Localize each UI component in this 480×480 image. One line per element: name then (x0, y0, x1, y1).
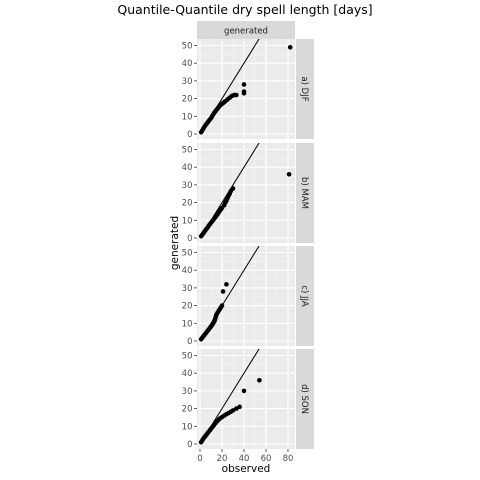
y-tick-label: 0 (187, 337, 192, 347)
facet-strip-label: c) JJA (299, 285, 309, 307)
y-tick-label: 20 (182, 95, 193, 105)
y-tick-label: 20 (182, 405, 193, 415)
x-tick-label: 40 (239, 454, 250, 464)
y-tick-label: 40 (182, 163, 193, 173)
data-point (220, 289, 226, 294)
data-point (230, 186, 236, 191)
y-axis-title: generated (169, 216, 181, 270)
y-tick-label: 30 (182, 387, 193, 397)
panel-content (198, 143, 292, 239)
y-tick-label: 50 (182, 249, 193, 259)
x-tick-label: 80 (283, 454, 294, 464)
y-tick-label: 50 (182, 42, 193, 52)
y-tick-label: 30 (182, 181, 193, 191)
facet-panel: 0 10 20 30 40 50 b) MAM (182, 143, 314, 244)
panel-background (197, 39, 295, 139)
panel-content (198, 246, 260, 342)
panel-content (198, 39, 293, 135)
y-tick-label: 50 (182, 352, 193, 362)
y-tick-label: 40 (182, 266, 193, 276)
data-point (287, 44, 293, 50)
facet-strip (296, 349, 314, 449)
facet-panel: 0 10 20 30 40 50 d) SON (182, 349, 314, 450)
facet-strip (296, 246, 314, 346)
y-tick-label: 0 (187, 130, 192, 140)
facet-panels: 0 10 20 30 40 50 a) DJF 0 10 20 30 40 50 b) MAM 0 10 20 3… (182, 39, 314, 450)
y-tick-label: 20 (182, 199, 193, 209)
x-tick-label: 20 (217, 454, 228, 464)
data-point (237, 404, 242, 410)
facet-panel: 0 10 20 30 40 50 a) DJF (182, 39, 314, 140)
facet-strip-label: d) SON (299, 384, 309, 414)
y-tick-label: 10 (182, 319, 193, 329)
facet-strip-label: b) MAM (299, 177, 309, 209)
facet-strip (296, 39, 314, 139)
y-tick-label: 10 (182, 216, 193, 226)
y-tick-label: 40 (182, 59, 193, 69)
panel-background (197, 143, 295, 243)
column-strip-background (197, 21, 295, 39)
data-point (241, 388, 247, 394)
facet-strip (296, 143, 314, 243)
data-point (234, 92, 239, 98)
data-point (241, 82, 247, 87)
x-tick-label: 60 (261, 454, 272, 464)
chart-title: Quantile-Quantile dry spell length [days… (117, 2, 372, 17)
panel-background (197, 246, 295, 346)
panel-background (197, 349, 295, 449)
y-tick-label: 30 (182, 77, 193, 87)
facet-strip-label: a) DJF (299, 76, 309, 101)
y-tick-label: 40 (182, 369, 193, 379)
data-point (219, 303, 225, 308)
column-strip: generated (197, 21, 295, 39)
y-tick-label: 50 (182, 146, 193, 156)
data-point (286, 171, 292, 177)
panel-content (198, 349, 262, 445)
y-tick-label: 30 (182, 284, 193, 294)
facet-panel: 0 10 20 30 40 50 c) JJA (182, 246, 314, 347)
column-strip-label: generated (224, 27, 268, 37)
y-tick-label: 0 (187, 440, 192, 450)
x-axis: 0 20 40 60 80 (197, 449, 293, 464)
data-point (224, 282, 229, 287)
x-axis-title: observed (222, 463, 271, 475)
y-tick-label: 10 (182, 112, 193, 122)
x-tick-label: 0 (197, 454, 202, 464)
y-tick-label: 10 (182, 422, 193, 432)
y-tick-label: 20 (182, 302, 193, 312)
y-tick-label: 0 (187, 234, 192, 244)
data-point (257, 377, 262, 383)
data-point (241, 89, 247, 94)
